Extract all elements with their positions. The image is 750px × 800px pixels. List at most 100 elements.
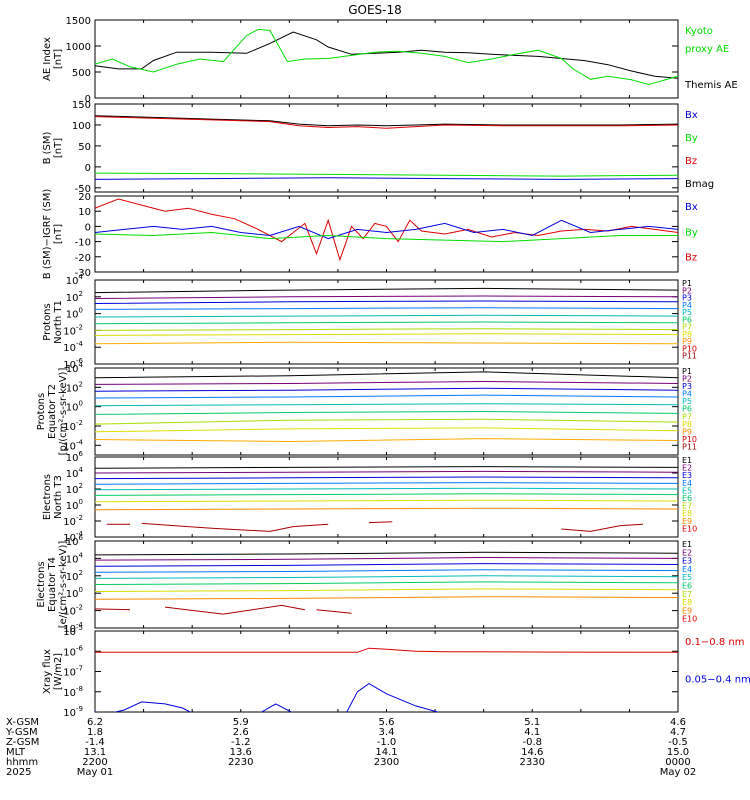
series-0-05-0-4-nm [95, 683, 440, 712]
series-group [95, 28, 678, 86]
legend-entry: P4 [682, 390, 692, 399]
series-fragment [164, 604, 305, 615]
y-tick-label: 10-2 [63, 604, 83, 618]
series-0-1-0-8-nm [95, 647, 678, 653]
y-tick-label: 104 [66, 361, 84, 375]
series-fragment [561, 523, 644, 532]
legend-entry: E10 [682, 524, 697, 533]
coordinate-value: 5.9 [233, 717, 249, 728]
y-axis-label: B (SM)[nT] [42, 131, 64, 164]
series-fragment [316, 609, 352, 614]
legend-entry: E9 [682, 517, 692, 526]
legend-entry: P11 [682, 352, 697, 361]
coordinate-value: 0000 [665, 757, 690, 768]
y-tick-label: 50 [78, 142, 91, 153]
series-p2 [95, 380, 678, 385]
y-tick-label: 100 [66, 498, 83, 512]
series-fragment [141, 522, 329, 532]
legend-entry: E1 [682, 456, 692, 465]
series-p4 [95, 394, 678, 399]
series-e4 [95, 482, 678, 485]
row-label: Y-GSM [5, 727, 38, 738]
legend-entry: P7 [682, 412, 692, 421]
y-tick-label: -20 [75, 253, 91, 264]
coordinate-value: May 02 [660, 767, 697, 778]
coordinate-value: 4.7 [670, 727, 686, 738]
coordinate-value: 4.1 [524, 727, 540, 738]
series-p1 [95, 371, 678, 379]
y-tick-label: -30 [75, 268, 91, 279]
legend-entry: Kyoto [685, 26, 713, 37]
legend-entry: E7 [682, 502, 692, 511]
series-e2 [95, 470, 678, 474]
series-p1 [95, 287, 678, 294]
legend-entry: P2 [682, 286, 692, 295]
y-tick-label: 150 [72, 100, 91, 111]
series-bmag [95, 115, 678, 127]
series-e8 [95, 596, 678, 600]
y-tick-label: 10-7 [63, 665, 83, 679]
coordinate-value: 5.1 [524, 717, 540, 728]
coordinate-value: 14.6 [521, 747, 543, 758]
series-themis-ae [95, 31, 678, 79]
y-tick-label: -10 [75, 238, 91, 249]
y-tick-label: 10-6 [63, 357, 83, 371]
legend-entry: P8 [682, 420, 692, 429]
panel-frame [94, 630, 679, 713]
coordinate-value: May 01 [77, 767, 114, 778]
legend-entry: E9 [682, 606, 692, 615]
series-e6 [95, 581, 678, 585]
row-label: hhmm [6, 757, 38, 768]
coordinate-value: -0.5 [668, 737, 688, 748]
coordinate-value: 13.6 [230, 747, 252, 758]
coordinate-value: 5.6 [379, 717, 395, 728]
series-p7 [95, 328, 678, 331]
y-axis-label: B (SM)−IGRF (SM)[nT] [42, 189, 64, 280]
y-tick-label: 100 [72, 121, 91, 132]
y-tick-label: 10-2 [63, 419, 83, 433]
series-group [95, 371, 678, 443]
legend-entry: P9 [682, 427, 692, 436]
legend-entry: P5 [682, 308, 692, 317]
legend: 0.1−0.8 nm 0.05−0.4 nm [685, 637, 750, 685]
series-p6 [95, 410, 678, 415]
series-kyoto-proxy-ae [95, 28, 678, 86]
coordinate-value: -1.4 [85, 737, 105, 748]
legend-entry: Bmag [685, 179, 714, 190]
legend-entry: P10 [682, 435, 697, 444]
legend-entry: P10 [682, 344, 697, 353]
row-label: X-GSM [6, 717, 39, 728]
series-p3 [95, 387, 678, 392]
y-tick-label: 10-2 [63, 514, 83, 528]
legend-entry: P3 [682, 382, 692, 391]
row-label: Z-GSM [6, 737, 39, 748]
y-axis-label: Xray flux[W/m2] [42, 649, 64, 694]
legend-entry: P3 [682, 294, 692, 303]
series-e3 [95, 563, 678, 567]
series-p3 [95, 300, 678, 304]
coordinate-value: 1.8 [87, 727, 103, 738]
y-tick-label: 10 [78, 207, 91, 218]
legend: Bx By Bz Bmag [685, 110, 714, 190]
series-e6 [95, 493, 678, 496]
series-fragment [95, 608, 131, 611]
legend-entry: P5 [682, 397, 692, 406]
series-e5 [95, 487, 678, 491]
y-axis-label: ElectronsNorth T3 [42, 474, 64, 520]
y-tick-label: 106 [66, 534, 84, 548]
y-axis-label: ProtonsEquator T2[p/(cm²-s-sr-keV)] [36, 368, 69, 456]
y-tick-label: 1000 [66, 42, 91, 53]
coordinate-value: 14.1 [375, 747, 397, 758]
series-group [95, 466, 678, 532]
panel-xray: 10-5 10-6 10-7 10-8 10-9 Xray flux[W/m2] 0.1−0… [42, 624, 750, 719]
y-tick-label: 102 [66, 569, 83, 583]
panel-bsm: -50 0 50 100 150 B (SM)[nT] Bx By Bz Bmag [42, 100, 714, 195]
series-group [95, 647, 678, 712]
series-p4 [95, 307, 678, 310]
y-axis-label: AE Index[nT] [42, 37, 64, 81]
row-label: MLT [6, 747, 26, 758]
